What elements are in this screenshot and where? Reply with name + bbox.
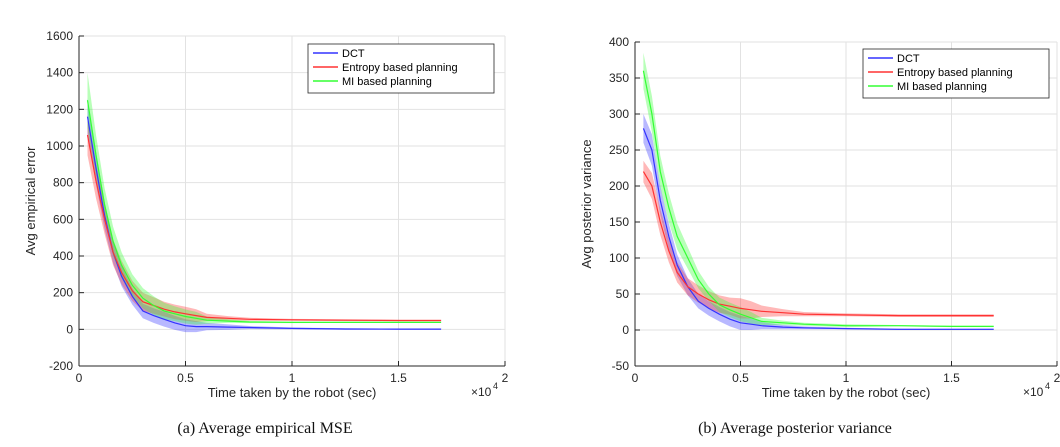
series-line-2 xyxy=(642,70,994,327)
y-tick-label: -200 xyxy=(49,359,73,373)
legend-box xyxy=(862,48,1050,99)
y-axis-label: Avg posterior variance xyxy=(579,139,594,268)
legend-box xyxy=(307,43,495,94)
y-tick-label: 1000 xyxy=(46,139,73,153)
chart-panel-b: 0 0.5 1 1.5 2 -50 0 50 100 150 200 250 300 350 400 ×10 4… xyxy=(530,0,1060,447)
y-tick-label: 350 xyxy=(609,71,629,85)
x-tick-label: 1.5 xyxy=(943,371,960,385)
y-tick-label: 200 xyxy=(609,179,629,193)
caption-b: (b) Average posterior variance xyxy=(698,420,892,437)
series-line-0 xyxy=(642,128,994,330)
y-tick-label: 200 xyxy=(53,286,73,300)
legend-label-2: MI based planning xyxy=(342,76,432,88)
legend-label-0: DCT xyxy=(342,48,365,60)
y-axis-label: Avg empirical error xyxy=(23,146,38,256)
x-multiplier-exponent: 4 xyxy=(1045,381,1050,391)
y-tick-label: 150 xyxy=(609,215,629,229)
x-axis-label: Time taken by the robot (sec) xyxy=(208,385,377,400)
y-tick-label: 300 xyxy=(609,107,629,121)
legend-label-1: Entropy based planning xyxy=(897,67,1013,79)
x-multiplier-label: ×10 xyxy=(471,385,492,399)
x-tick-label: 0.5 xyxy=(732,371,749,385)
series-line-1 xyxy=(86,134,442,322)
series-line-2 xyxy=(86,100,442,323)
y-tick-label: 1400 xyxy=(46,66,73,80)
y-tick-label: 400 xyxy=(609,35,629,49)
x-tick-label: 0.5 xyxy=(177,371,194,385)
y-tick-label: 1600 xyxy=(46,29,73,43)
y-tick-label: 400 xyxy=(53,249,73,263)
x-multiplier-exponent: 4 xyxy=(493,381,498,391)
chart-panel-a: 0 0.5 1 1.5 2 -200 0 200 400 600 800 1000 1200 1400 16… xyxy=(23,29,509,437)
x-multiplier-label: ×10 xyxy=(1023,385,1044,399)
x-tick-label: 2 xyxy=(502,371,509,385)
series-line-1 xyxy=(642,171,994,317)
x-tick-label: 1.5 xyxy=(390,371,407,385)
x-tick-label: 1 xyxy=(843,371,850,385)
chart-a-svg: 0 0.5 1 1.5 2-200020040060080010001200140016… xyxy=(23,29,509,400)
legend-label-1: Entropy based planning xyxy=(342,62,458,74)
y-tick-label: 800 xyxy=(53,176,73,190)
caption-a: (a) Average empirical MSE xyxy=(177,420,353,437)
x-tick-label: 0 xyxy=(632,371,639,385)
x-tick-label: 2 xyxy=(1054,371,1060,385)
y-tick-label: -50 xyxy=(612,359,630,373)
legend-label-0: DCT xyxy=(897,53,920,65)
y-tick-label: 50 xyxy=(616,287,630,301)
y-tick-label: 1200 xyxy=(46,102,73,116)
x-tick-label: 0 xyxy=(76,371,83,385)
x-axis-label: Time taken by the robot (sec) xyxy=(762,385,931,400)
y-tick-label: 600 xyxy=(53,212,73,226)
y-tick-label: 250 xyxy=(609,143,629,157)
y-tick-label: 0 xyxy=(66,322,73,336)
x-tick-label: 1 xyxy=(289,371,296,385)
legend-label-2: MI based planning xyxy=(897,81,987,93)
y-tick-label: 0 xyxy=(622,323,629,337)
y-tick-label: 100 xyxy=(609,251,629,265)
